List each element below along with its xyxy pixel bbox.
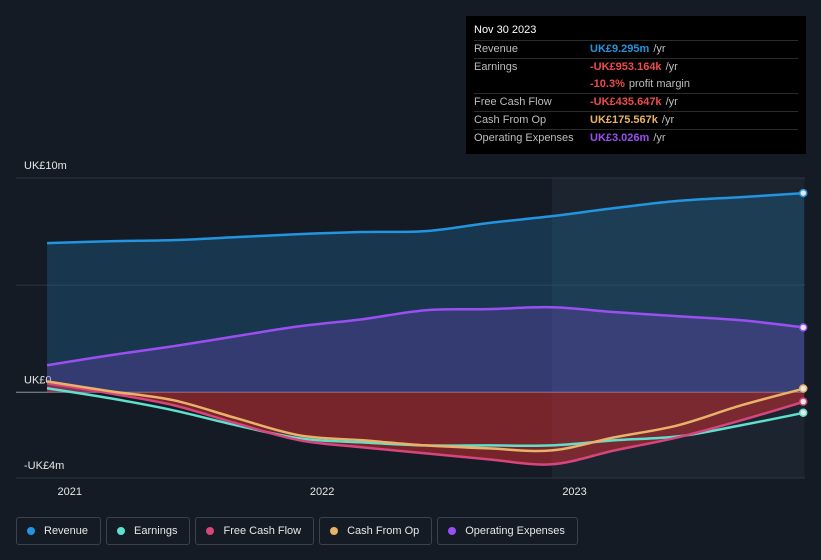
end-point [798,408,808,417]
tooltip-label: Operating Expenses [474,132,574,144]
line [46,380,805,453]
legend-label: Operating Expenses [465,525,565,537]
x-tick-label: 2021 [58,486,82,498]
legend-label: Earnings [134,525,178,537]
tooltip-unit: profit margin [628,78,690,90]
tooltip-row: Earnings -UK£953.164k/yr [474,58,798,76]
legend-label: Revenue [44,525,89,537]
area [47,383,805,465]
tooltip-value: -UK£953.164k [590,61,662,73]
end-point [798,384,808,393]
legend-swatch [27,527,35,535]
y-tick-label: UK£10m [24,160,67,172]
chart: UK£10m UK£0 -UK£4m 2021 2022 2023 [16,160,808,498]
area [47,307,805,393]
line [46,305,805,367]
tooltip-label: Free Cash Flow [474,96,552,108]
tooltip-unit: /yr [665,96,678,108]
legend: Revenue Earnings Free Cash Flow Cash From O… [16,517,578,545]
y-tick-label: -UK£4m [24,460,64,472]
tooltip-row: Operating Expenses UK£3.026m/yr [474,129,798,147]
tooltip-value: UK£3.026m [590,132,650,144]
legend-label: Free Cash Flow [223,525,302,537]
legend-item[interactable]: Operating Expenses [437,517,578,545]
x-tick-label: 2022 [310,486,334,498]
legend-swatch [117,527,126,535]
tooltip-unit: /yr [653,132,666,144]
legend-swatch [330,527,339,535]
tooltip-value: -UK£435.647k [590,96,662,108]
tooltip-row: Cash From Op UK£175.567k/yr [474,111,798,129]
legend-swatch [448,527,457,535]
tooltip-label: Earnings [474,61,518,73]
tooltip-date: Nov 30 2023 [474,24,537,36]
tooltip-row: Revenue UK£9.295m/yr [474,40,798,58]
tooltip-label: Revenue [474,43,519,55]
tooltip-row: Free Cash Flow -UK£435.647k/yr [474,93,798,111]
end-point [798,397,808,406]
tooltip-row: -10.3% profit margin [474,76,798,93]
legend-item[interactable]: Earnings [106,517,191,545]
end-point [798,188,808,198]
legend-swatch [206,527,215,535]
y-tick-label: UK£0 [24,374,52,386]
tooltip-value: -10.3% [590,78,625,90]
line [46,382,805,466]
legend-item[interactable]: Revenue [16,517,102,545]
tooltip-unit: /yr [653,43,666,55]
legend-label: Cash From Op [347,525,420,537]
tooltip-value: UK£175.567k [590,114,658,126]
tooltip-label: Cash From Op [474,114,547,126]
tooltip-unit: /yr [665,61,678,73]
legend-item[interactable]: Free Cash Flow [195,517,315,545]
legend-item[interactable]: Cash From Op [319,517,433,545]
x-tick-label: 2023 [562,486,586,498]
line [47,191,805,245]
area [47,193,805,393]
tooltip-unit: /yr [661,114,675,126]
tooltip: Nov 30 2023 Revenue UK£9.295m/yr Earnings… [466,16,806,154]
tooltip-value: UK£9.295m [590,43,650,55]
end-point [798,323,808,332]
